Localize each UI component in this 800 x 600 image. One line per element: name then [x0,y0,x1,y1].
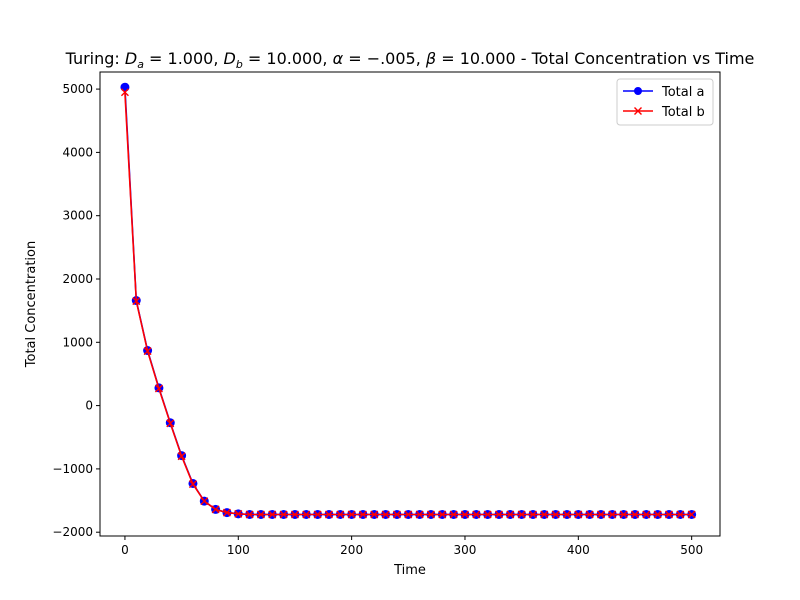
data-point [551,510,560,519]
data-point [506,510,515,519]
data-point [415,510,424,519]
data-point [653,510,662,519]
y-tick-label: −2000 [52,525,93,539]
data-point [188,480,197,489]
data-point [585,510,594,519]
data-point [642,510,651,519]
data-point [676,510,685,519]
y-tick-label: −1000 [52,462,93,476]
data-point [404,510,413,519]
data-point [290,510,299,519]
series-line [124,87,692,516]
y-tick-label: 4000 [62,145,93,159]
legend: Total a Total b [616,78,714,126]
y-tick-label: 5000 [62,82,93,96]
y-axis-label: Total Concentration [24,241,39,368]
data-point [574,510,583,519]
data-point [358,510,367,519]
data-point [460,510,469,519]
y-tick-label: 3000 [62,209,93,223]
data-point [234,509,243,518]
legend-label-total-a: Total a [661,85,704,100]
data-point [494,510,503,519]
data-point [120,82,130,92]
x-tick-label: 300 [454,543,477,557]
x-tick-label: 0 [121,543,129,557]
y-tick-label: 2000 [62,272,93,286]
data-point [528,510,537,519]
data-point [313,510,322,519]
data-point [336,510,345,519]
data-point [370,510,379,519]
x-axis-label: Time [393,563,426,578]
chart-title: Turing: Da = 1.000, Db = 10.000, α = −.0… [65,49,755,71]
data-point [426,510,435,519]
y-tick-label: 1000 [62,335,93,349]
data-point [143,347,152,356]
data-point [200,497,209,506]
data-point [517,510,526,519]
series-line [124,92,692,516]
legend-marker-swatch [634,87,642,95]
data-point [279,510,288,519]
series-layer [120,82,697,519]
data-point [540,510,549,519]
plot-area [99,71,721,537]
data-point [449,510,458,519]
x-tick-label: 500 [680,543,703,557]
data-point [619,510,628,519]
series-total-a [120,82,697,519]
data-point [381,510,390,519]
x-tick-label: 100 [227,543,250,557]
data-point [438,510,447,519]
data-point [222,508,231,517]
data-point [256,510,265,519]
legend-marker-swatch [634,107,642,115]
data-point [211,505,220,514]
data-point [472,510,481,519]
data-point [630,510,639,519]
data-point [166,419,175,428]
data-point [562,510,571,519]
data-point [347,510,356,519]
data-point [132,297,141,306]
data-point [154,384,163,393]
data-point [392,510,401,519]
y-tick-label: 0 [85,399,93,413]
legend-label-total-b: Total b [661,105,705,120]
data-point [483,510,492,519]
data-point [245,510,254,519]
x-tick-label: 200 [340,543,363,557]
data-point [177,452,186,461]
x-tick-label: 400 [567,543,590,557]
data-point [687,510,696,519]
data-point [302,510,311,519]
data-point [665,510,673,519]
axis-ticks: 0 100 200 300 400 500 −2000 −1000 0 1000 2000 3000 4… [52,82,703,557]
data-point [120,88,129,97]
series-total-b [120,88,696,519]
data-point [324,510,333,519]
data-point [268,510,277,519]
data-point [608,510,617,519]
data-point [596,510,605,519]
plot-frame [99,71,721,537]
